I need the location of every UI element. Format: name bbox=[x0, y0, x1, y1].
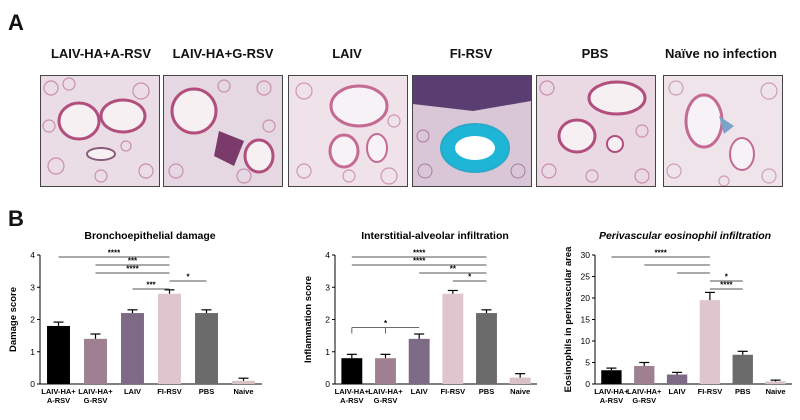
image-label-laiv: LAIV bbox=[332, 46, 362, 61]
x-tick-label: A-RSV bbox=[47, 396, 70, 405]
bar bbox=[476, 313, 497, 384]
y-tick-label: 0 bbox=[30, 379, 35, 389]
bar bbox=[699, 300, 721, 384]
image-label-naive: Naïve no infection bbox=[665, 46, 777, 61]
significance-label: * bbox=[725, 273, 729, 282]
chart-title: Perivascular eosinophil infiltration bbox=[599, 230, 771, 242]
y-tick-label: 3 bbox=[325, 282, 330, 292]
significance-label: **** bbox=[413, 257, 426, 266]
significance-label: *** bbox=[128, 257, 138, 266]
y-tick-label: 1 bbox=[30, 347, 35, 357]
significance-label: * bbox=[186, 273, 190, 282]
x-tick-label: LAIV-HA+ bbox=[78, 387, 113, 396]
panel-a-letter: A bbox=[8, 10, 24, 35]
bar bbox=[121, 313, 144, 384]
bar bbox=[442, 293, 464, 384]
y-tick-label: 30 bbox=[581, 250, 591, 260]
x-tick-label: FI-RSV bbox=[157, 387, 182, 396]
chart-bronchoepithelial-damage: Bronchoepithelial damage Damage score 0 1 2 3… bbox=[8, 230, 262, 405]
significance-label: ** bbox=[450, 265, 457, 274]
histology-image-fi-rsv bbox=[412, 75, 532, 187]
significance-label: **** bbox=[126, 265, 139, 274]
chart-perivascular-eosinophil-infiltration: Perivascular eosinophil infiltration Eosi… bbox=[563, 230, 792, 405]
bar bbox=[601, 370, 622, 384]
y-axis-label: Eosinophils in perivascular area bbox=[563, 246, 574, 392]
y-tick-label: 4 bbox=[325, 250, 330, 260]
x-tick-label: FI-RSV bbox=[698, 387, 723, 396]
y-tick-label: 0 bbox=[585, 379, 590, 389]
y-tick-label: 10 bbox=[581, 336, 591, 346]
image-label-laiv-ha-a-rsv: LAIV-HA+A-RSV bbox=[50, 46, 152, 61]
y-tick-label: 2 bbox=[325, 315, 330, 325]
bar bbox=[634, 365, 655, 384]
x-tick-label: PBS bbox=[735, 387, 750, 396]
bar bbox=[408, 338, 430, 384]
bar bbox=[84, 338, 107, 384]
bar bbox=[47, 325, 70, 384]
bar bbox=[341, 358, 363, 384]
significance-label: **** bbox=[108, 249, 121, 258]
histology-image-laiv-ha-a-rsv bbox=[40, 75, 160, 187]
x-tick-label: LAIV-HA+ bbox=[627, 387, 662, 396]
y-axis-label: Inflammation score bbox=[303, 276, 314, 363]
x-tick-label: LAIV-HA+ bbox=[335, 387, 370, 396]
bar bbox=[232, 380, 255, 384]
bar bbox=[375, 358, 396, 384]
histology-image-naive bbox=[663, 75, 783, 187]
x-tick-label: LAIV bbox=[124, 387, 141, 396]
histology-image-laiv bbox=[288, 75, 408, 187]
x-tick-label: LAIV bbox=[411, 387, 428, 396]
significance-label: *** bbox=[146, 281, 156, 290]
x-tick-label: Naive bbox=[233, 387, 253, 396]
x-tick-label: LAIV-HA+ bbox=[41, 387, 76, 396]
panel-b-letter: B bbox=[8, 206, 24, 231]
x-tick-label: LAIV-HA+ bbox=[368, 387, 403, 396]
image-label-pbs: PBS bbox=[581, 46, 609, 61]
x-tick-label: PBS bbox=[199, 387, 214, 396]
significance-label: * bbox=[384, 319, 388, 328]
x-tick-label: G-RSV bbox=[374, 396, 398, 405]
x-tick-label: G-RSV bbox=[84, 396, 108, 405]
image-label-laiv-ha-g-rsv: LAIV-HA+G-RSV bbox=[172, 46, 274, 61]
y-tick-label: 0 bbox=[325, 379, 330, 389]
bar bbox=[732, 354, 753, 384]
x-tick-label: A-RSV bbox=[600, 396, 623, 405]
significance-label: **** bbox=[413, 249, 426, 258]
y-tick-label: 2 bbox=[30, 315, 35, 325]
y-axis-label: Damage score bbox=[8, 287, 19, 352]
significance-label: * bbox=[468, 273, 472, 282]
chart-title: Interstitial-alveolar infiltration bbox=[361, 230, 509, 242]
y-tick-label: 3 bbox=[30, 282, 35, 292]
bar bbox=[765, 381, 786, 384]
y-tick-label: 4 bbox=[30, 250, 35, 260]
x-tick-label: Naive bbox=[766, 387, 786, 396]
x-tick-label: LAIV bbox=[669, 387, 686, 396]
bar bbox=[509, 377, 531, 384]
x-tick-label: LAIV-HA+ bbox=[594, 387, 629, 396]
image-label-fi-rsv: FI-RSV bbox=[449, 46, 493, 61]
significance-label: **** bbox=[720, 281, 733, 290]
bar bbox=[666, 374, 688, 384]
y-tick-label: 25 bbox=[581, 272, 591, 282]
y-tick-label: 5 bbox=[585, 358, 590, 368]
y-tick-label: 15 bbox=[581, 315, 591, 325]
y-tick-label: 20 bbox=[581, 293, 591, 303]
chart-title: Bronchoepithelial damage bbox=[84, 230, 215, 242]
y-tick-label: 1 bbox=[325, 347, 330, 357]
x-tick-label: Naive bbox=[510, 387, 530, 396]
histology-image-pbs bbox=[536, 75, 656, 187]
x-tick-label: PBS bbox=[479, 387, 494, 396]
x-tick-label: FI-RSV bbox=[441, 387, 466, 396]
x-tick-label: A-RSV bbox=[340, 396, 363, 405]
significance-label: **** bbox=[654, 249, 667, 258]
chart-interstitial-alveolar-infiltration: Interstitial-alveolar infiltration Inflam… bbox=[303, 230, 537, 405]
bar bbox=[158, 293, 181, 384]
histology-image-laiv-ha-g-rsv bbox=[163, 75, 283, 187]
x-tick-label: G-RSV bbox=[632, 396, 656, 405]
bar bbox=[195, 313, 218, 384]
